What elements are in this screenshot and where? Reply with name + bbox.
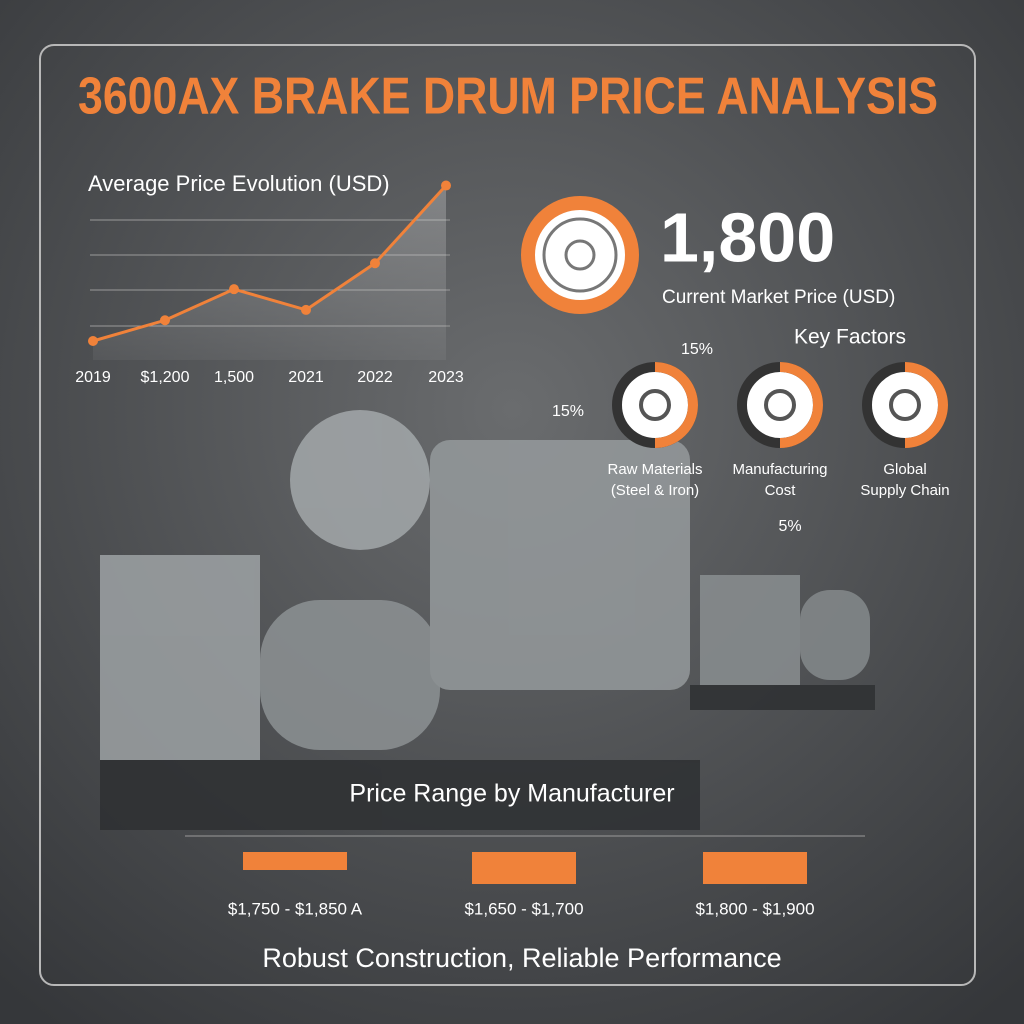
current-price: 1,800 [660, 198, 835, 276]
x-tick-label: $1,200 [141, 369, 190, 386]
factor-accent [904, 362, 948, 448]
key-factors-title: Key Factors [794, 326, 906, 349]
range-label: $1,800 - $1,900 [695, 899, 814, 918]
manufacturers-title: Price Range by Manufacturer [349, 780, 674, 808]
line [92, 184, 448, 343]
tagline: Robust Construction, Reliable Performanc… [262, 943, 781, 973]
range-label: $1,650 - $1,700 [464, 899, 583, 918]
factor-icon [639, 389, 671, 421]
drum-icon-hub [564, 239, 596, 271]
range-bar [243, 852, 347, 870]
title: 3600AX BRAKE DRUM PRICE ANALYSIS [78, 68, 938, 126]
factor-label: Raw Materials (Steel & Iron) [607, 461, 702, 499]
x-tick-label: 2023 [428, 369, 464, 386]
factor-icon [764, 389, 796, 421]
percent-label: 5% [778, 518, 801, 535]
point [160, 315, 170, 326]
percent-label: 15% [552, 403, 584, 420]
range-bar [703, 852, 807, 884]
x-tick-label: 1,500 [214, 369, 254, 386]
point [370, 258, 380, 269]
x-tick-label: 2019 [75, 369, 111, 386]
factor-label: Global Supply Chain [860, 461, 949, 499]
range-label: $1,750 - $1,850 A [228, 899, 363, 918]
drum-icon-ring [542, 217, 618, 293]
point [301, 304, 311, 315]
chart-title: Average Price Evolution (USD) [88, 171, 390, 196]
x-tick-label: 2021 [288, 369, 324, 386]
range-bar [472, 852, 576, 884]
current-price-label: Current Market Price (USD) [662, 287, 895, 308]
area [93, 185, 446, 360]
factor-accent [654, 362, 698, 448]
point [441, 180, 451, 191]
factor-accent [779, 362, 823, 448]
point [88, 336, 98, 346]
percent-label: 15% [681, 341, 713, 358]
factor-icon [889, 389, 921, 421]
frame [39, 44, 976, 986]
x-tick-label: 2022 [357, 369, 393, 386]
factor-label: Manufacturing Cost [732, 461, 827, 499]
point [229, 284, 239, 295]
machine-illustration [100, 410, 875, 830]
